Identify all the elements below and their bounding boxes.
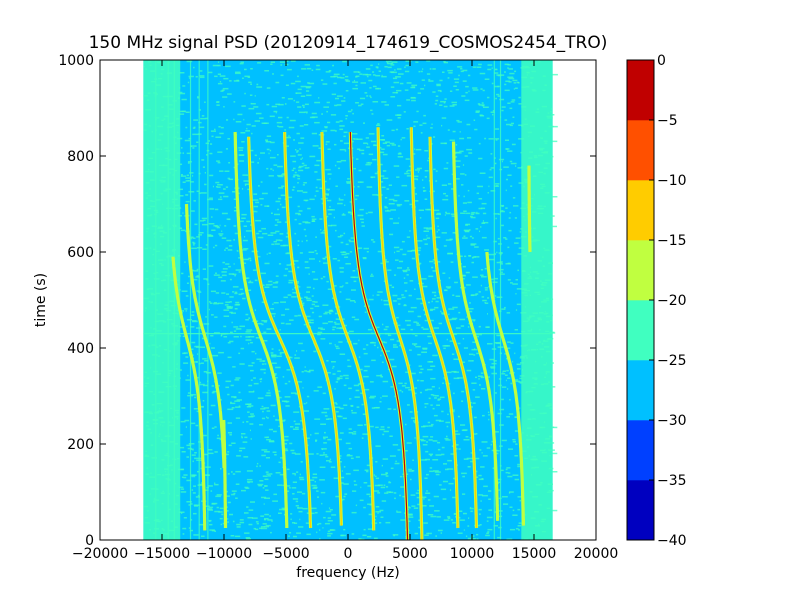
y-tick-label: 1000 (58, 53, 94, 69)
colorbar-tick-label: 0 (657, 53, 666, 69)
x-axis: −20000 −15000 −10000 −5000 0 5000 10000 15000 20… (72, 60, 618, 562)
colorbar: −40 −35 −30 −25 −20 −15 −10 −5 0 (626, 53, 687, 549)
signal-trace (348, 131, 410, 540)
colorbar-tick-label: −35 (657, 473, 687, 489)
signal-trace (376, 127, 424, 541)
signal-trace (320, 131, 376, 531)
colorbar-segment (627, 180, 654, 241)
x-tick-label: 20000 (574, 546, 619, 562)
colorbar-segment (627, 60, 654, 121)
signal-trace (451, 141, 500, 521)
y-tick-label: 800 (67, 149, 94, 165)
y-axis: 0 200 400 600 800 1000 (58, 53, 596, 549)
colorbar-segment (627, 120, 654, 181)
y-axis-label: time (s) (33, 273, 49, 327)
colorbar-tick-label: −5 (657, 113, 678, 129)
colorbar-segment (627, 480, 654, 541)
signal-trace (247, 136, 313, 529)
signal-trace (184, 203, 226, 469)
x-tick-label: 0 (344, 546, 353, 562)
x-tick-label: 5000 (392, 546, 428, 562)
y-tick-label: 0 (85, 533, 94, 549)
x-tick-label: −10000 (196, 546, 252, 562)
x-tick-label: 15000 (512, 546, 557, 562)
plot-area (99, 59, 597, 541)
x-tick-label: −5000 (262, 546, 309, 562)
signal-trace (428, 136, 479, 529)
colorbar-segment (627, 240, 654, 301)
signal-trace (409, 127, 460, 529)
signal-trace (527, 165, 532, 253)
x-axis-label: frequency (Hz) (296, 565, 399, 581)
colorbar-tick-label: −15 (657, 233, 687, 249)
colorbar-segment (627, 300, 654, 361)
colorbar-segment (627, 420, 654, 481)
signal-trace (485, 251, 526, 526)
spectrogram-image (143, 60, 558, 541)
x-tick-label: −20000 (72, 546, 128, 562)
colorbar-tick-label: −25 (657, 353, 687, 369)
x-tick-label: −15000 (134, 546, 190, 562)
colorbar-tick-label: −30 (657, 413, 687, 429)
signal-trace (171, 256, 207, 531)
colorbar-tick-label: −10 (657, 173, 687, 189)
chart-title: 150 MHz signal PSD (20120914_174619_COSM… (89, 33, 608, 53)
y-tick-label: 400 (67, 341, 94, 357)
x-tick-label: 10000 (450, 546, 495, 562)
signal-trace (283, 131, 343, 526)
signal-trace (233, 131, 289, 528)
colorbar-tick-label: −20 (657, 293, 687, 309)
signal-traces (171, 127, 532, 541)
colorbar-segment (627, 360, 654, 421)
colorbar-tick-label: −40 (657, 533, 687, 549)
y-tick-label: 600 (67, 245, 94, 261)
y-tick-label: 200 (67, 437, 94, 453)
signal-trace (222, 419, 228, 528)
vertical-carrier-lines (155, 60, 502, 540)
